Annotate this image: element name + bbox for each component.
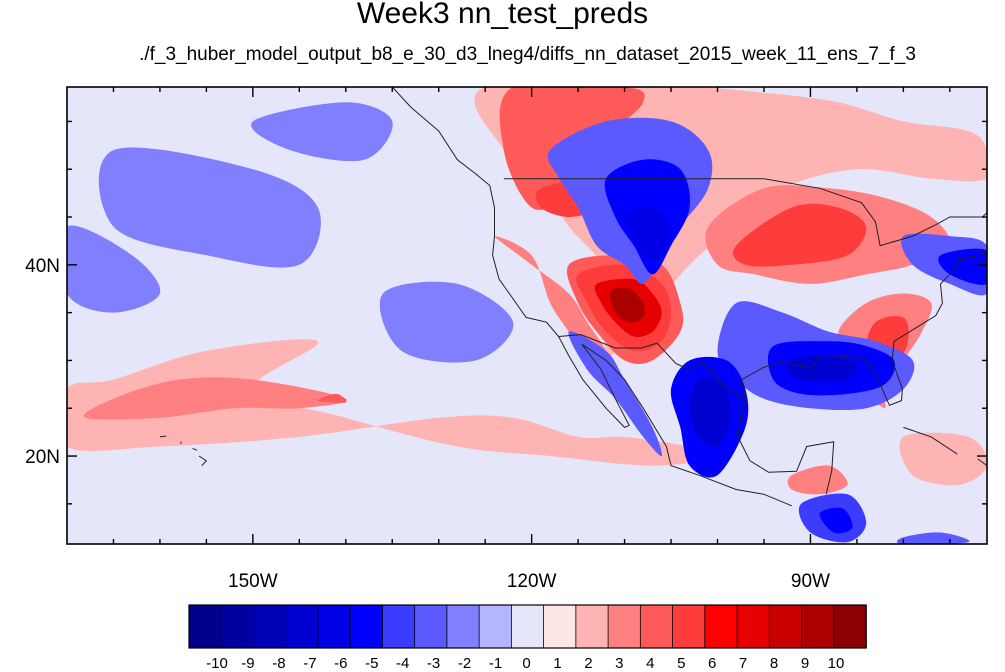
colorbar-label: -8: [272, 655, 285, 672]
colorbar-swatch: [768, 604, 803, 649]
colorbar-swatch: [543, 604, 577, 649]
coastline-8: [192, 447, 198, 451]
colorbar-label: 4: [646, 655, 654, 672]
coastline-7: [179, 441, 182, 444]
colorbar-label: -7: [303, 655, 316, 672]
coastline-4: [558, 334, 744, 401]
colorbar-label: -1: [489, 655, 502, 672]
negative-anomaly-21: [568, 331, 663, 457]
coastline-2: [737, 398, 835, 495]
coastline-3: [503, 178, 987, 247]
lon-tick-label: 150W: [228, 571, 278, 592]
colorbar-swatch: [220, 604, 255, 649]
negative-anomaly-25: [938, 248, 987, 285]
colorbar-swatch: [639, 604, 674, 649]
positive-anomaly-32: [787, 465, 848, 495]
colorbar-swatch: [414, 604, 448, 649]
negative-anomaly-23: [689, 377, 732, 448]
colorbar-label: -2: [458, 655, 471, 672]
colorbar-swatch: [736, 604, 771, 649]
negative-anomaly-13: [624, 207, 672, 260]
negative-anomaly-28: [379, 281, 514, 363]
positive-anomaly-35: [826, 120, 950, 170]
colorbar-label: 10: [828, 655, 845, 672]
coastline-10: [903, 426, 958, 455]
lat-tick-label: 40N: [25, 256, 60, 277]
colorbar-swatch: [317, 604, 351, 649]
colorbar: -10 -9 -8 -7 -6 -5 -4 -3 -2 -1 0 1 2 3 4 5 6 7 8 9 10: [188, 604, 867, 672]
colorbar-swatch: [801, 604, 835, 649]
negative-anomaly-26: [98, 147, 321, 268]
coastline-9: [198, 455, 208, 466]
colorbar-swatch: [253, 604, 287, 649]
colorbar-label: 6: [708, 655, 716, 672]
coastline-6: [159, 435, 167, 438]
coastlines: [159, 87, 987, 507]
coastline-11: [977, 458, 987, 467]
colorbar-swatch: [833, 604, 867, 649]
colorbar-label: -4: [396, 655, 409, 672]
positive-anomaly-10: [609, 287, 645, 323]
positive-anomaly-0: [67, 339, 728, 466]
colorbar-label: 8: [770, 655, 778, 672]
colorbar-label: -6: [334, 655, 347, 672]
colorbar-label: 0: [522, 655, 530, 672]
coastline-1: [741, 250, 987, 407]
colorbar-label: 9: [801, 655, 809, 672]
positive-anomaly-15: [732, 203, 867, 267]
lat-tick-label: 20N: [25, 447, 60, 468]
coastline-5: [391, 87, 491, 186]
colorbar-label: -9: [241, 655, 254, 672]
colorbar-swatch: [575, 604, 609, 649]
coastline-0: [489, 185, 792, 507]
negative-anomaly-27: [251, 102, 393, 162]
map-frame: [66, 86, 988, 545]
colorbar-label: -10: [206, 655, 228, 672]
colorbar-swatch: [382, 604, 416, 649]
map-ticks: 150W 120W 90W 40N 20N: [25, 87, 987, 592]
colorbar-frame: [188, 604, 867, 649]
lon-tick-label: 90W: [791, 571, 830, 592]
negative-anomaly-31: [819, 507, 853, 534]
colorbar-swatch: [672, 604, 706, 649]
negative-anomaly-29: [67, 225, 161, 313]
colorbar-swatch: [446, 604, 480, 649]
negative-anomaly-34: [896, 532, 970, 544]
colorbar-label: 5: [677, 655, 685, 672]
map-subtitle: ./f_3_huber_model_output_b8_e_30_d3_lneg…: [139, 44, 916, 65]
map-title: Week3 nn_test_preds: [356, 0, 649, 30]
colorbar-swatch: [704, 604, 738, 649]
positive-anomaly-1: [83, 377, 347, 420]
positive-anomaly-33: [899, 432, 987, 486]
positive-anomaly-6: [494, 235, 609, 366]
negative-anomaly-20: [787, 355, 858, 382]
colorbar-swatch: [478, 604, 513, 649]
colorbar-label: -5: [365, 655, 378, 672]
colorbar-swatch: [188, 604, 223, 649]
colorbar-swatch: [285, 604, 319, 649]
colorbar-swatch: [349, 604, 384, 649]
colorbar-label: -3: [427, 655, 440, 672]
colorbar-label: 7: [739, 655, 747, 672]
colorbar-label: 2: [584, 655, 592, 672]
colorbar-swatch: [510, 604, 545, 649]
positive-anomaly-2: [317, 393, 347, 403]
colorbar-swatch: [607, 604, 642, 649]
lon-tick-label: 120W: [507, 571, 557, 592]
colorbar-label: 1: [553, 655, 561, 672]
colorbar-label: 3: [615, 655, 623, 672]
